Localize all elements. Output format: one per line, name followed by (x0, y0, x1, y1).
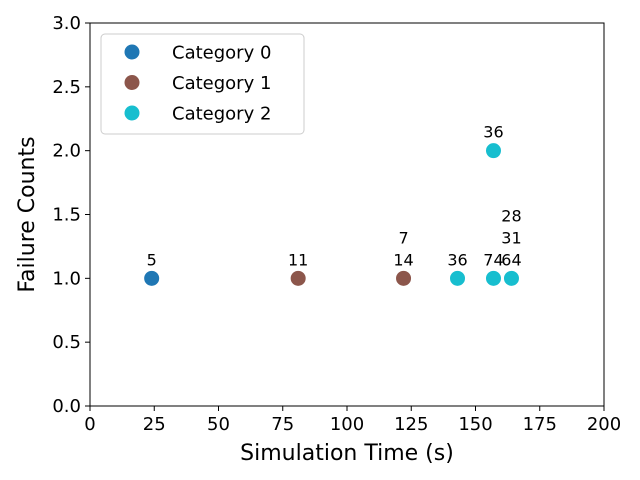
legend-marker (124, 105, 140, 121)
point-annotation: 5 (147, 250, 157, 269)
legend-label: Category 1 (172, 73, 271, 94)
scatter-point (396, 270, 412, 286)
legend-frame (100, 33, 305, 135)
y-axis-ticks: 0.0 0.5 1.0 1.5 2.0 2.5 3.0 (52, 13, 90, 417)
x-tick-label: 75 (271, 414, 294, 435)
y-tick-label: 0.0 (52, 396, 81, 417)
scatter-point (144, 270, 160, 286)
point-annotation: 7 (398, 228, 408, 247)
y-tick-label: 1.5 (52, 205, 81, 226)
y-tick-label: 1.0 (52, 268, 81, 289)
x-axis-ticks: 0 25 50 75 100 125 150 175 200 (84, 406, 621, 435)
x-tick-label: 125 (394, 414, 428, 435)
y-tick-label: 2.0 (52, 141, 81, 162)
point-annotation: 31 (501, 228, 521, 247)
point-annotation: 64 (501, 250, 521, 269)
x-tick-label: 25 (143, 414, 166, 435)
plot-marks: 5 11 14 7 36 74 36 64 31 28 (144, 123, 522, 286)
legend-marker (124, 75, 140, 90)
point-annotation: 28 (501, 206, 521, 225)
legend-marker (124, 44, 140, 60)
scatter-point (450, 270, 466, 286)
y-tick-label: 2.5 (52, 77, 81, 98)
x-axis-title: Simulation Time (s) (240, 441, 454, 466)
scatter-point (485, 270, 501, 286)
point-annotation: 11 (288, 250, 308, 269)
scatter-point (290, 270, 306, 286)
legend-label: Category 2 (172, 104, 271, 125)
legend-label: Category 0 (172, 43, 271, 64)
y-axis-title: Failure Counts (15, 136, 40, 292)
x-tick-label: 150 (458, 414, 492, 435)
x-tick-label: 100 (330, 414, 364, 435)
x-tick-label: 200 (587, 414, 621, 435)
x-tick-label: 0 (84, 414, 95, 435)
y-tick-label: 0.5 (52, 332, 81, 353)
x-tick-label: 175 (523, 414, 557, 435)
y-tick-label: 3.0 (52, 13, 81, 34)
point-annotation: 74 (483, 250, 503, 269)
x-tick-label: 50 (207, 414, 230, 435)
legend: Category 0 Category 1 Category 2 (100, 33, 305, 135)
point-annotation: 14 (393, 250, 413, 269)
scatter-point (503, 270, 519, 286)
point-annotation: 36 (447, 250, 467, 269)
point-annotation: 36 (483, 123, 503, 142)
scatter-point (485, 143, 501, 159)
